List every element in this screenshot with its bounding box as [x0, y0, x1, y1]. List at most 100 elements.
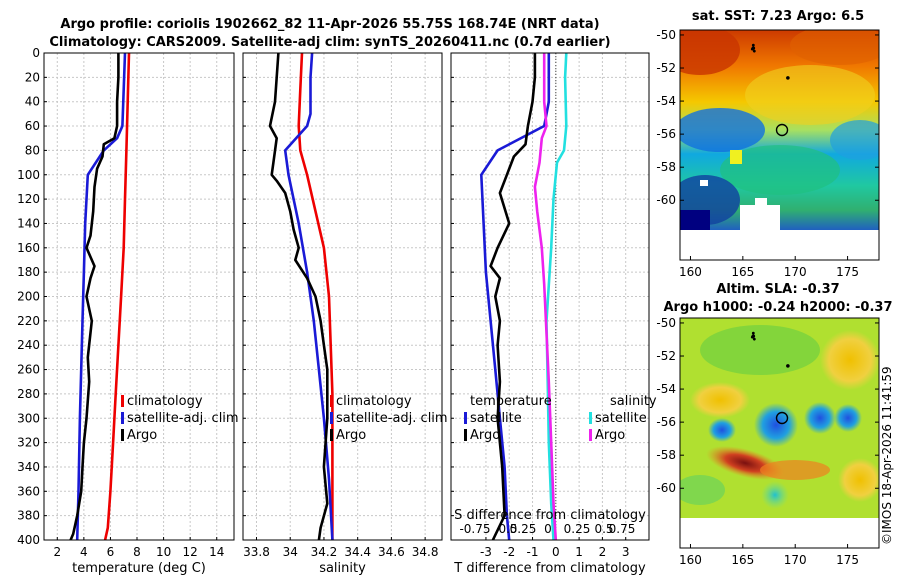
y-tick-label: 300	[17, 411, 40, 425]
map-x-tick-label: 165	[731, 553, 754, 567]
s-axis-label: S difference from climatology	[454, 508, 646, 523]
legend-temp-satellite-swatch	[464, 412, 467, 424]
map-y-tick-label: -54	[656, 94, 676, 108]
legend-item-swatch	[330, 412, 333, 424]
y-tick-label: 380	[17, 509, 40, 523]
x-tick-label: 2	[599, 545, 607, 559]
legend-item-swatch	[121, 395, 124, 407]
map-y-tick-label: -50	[656, 28, 676, 42]
x-tick-label: 34.2	[311, 545, 338, 559]
y-tick-label: 60	[25, 119, 40, 133]
x-tick-label: 14	[209, 545, 224, 559]
sla-low-patch	[708, 418, 736, 442]
track-point	[786, 364, 790, 368]
series-temperature-argo	[489, 53, 537, 541]
y-tick-label: 220	[17, 314, 40, 328]
y-tick-label: 340	[17, 460, 40, 474]
sla-low-patch	[804, 402, 836, 434]
legend-salinity-title: salinity	[610, 394, 657, 409]
x-tick-label: 0	[552, 545, 560, 559]
track-point	[750, 335, 754, 339]
sla-axes: -50 -52 -54 -56 -58 -60 160 165 170 175	[656, 316, 879, 567]
y-tick-label: 160	[17, 241, 40, 255]
y-tick-label: 240	[17, 338, 40, 352]
x-tick-label: -3	[480, 545, 492, 559]
sla-map-title-2: Argo h1000: -0.24 h2000: -0.37	[663, 300, 892, 315]
legend-sal-argo-swatch	[589, 429, 592, 441]
x-axis-label: salinity	[319, 561, 366, 576]
s-tick-label: 0	[544, 522, 552, 536]
y-tick-label: 260	[17, 363, 40, 377]
difference-panel: -3 -2 -1 0 1 2 3 T difference from climatology t…	[450, 52, 657, 576]
legend-item-label: climatology	[336, 394, 412, 409]
sla-low-patch	[834, 404, 862, 432]
map-y-tick-label: -50	[656, 316, 676, 330]
series-argo	[268, 52, 329, 541]
profile-marker	[775, 411, 789, 425]
map-x-tick-label: 175	[836, 553, 859, 567]
map-y-tick-label: -58	[656, 160, 676, 174]
series-satellite-adj-clim	[283, 52, 334, 541]
map-y-tick-label: -56	[656, 127, 676, 141]
s-tick-label: 0.25	[510, 522, 537, 536]
sla-low-patch	[754, 403, 798, 447]
s-tick-label: -0.75	[459, 522, 490, 536]
legend-temp-satellite-label: satellite	[470, 411, 522, 426]
track-point	[750, 47, 754, 51]
s-tick-label: 0.25	[564, 522, 591, 536]
track-point	[786, 76, 790, 80]
legend-item-label: satellite-adj. clim	[336, 411, 448, 426]
sst-cool-patch	[830, 120, 879, 160]
x-axis-label: temperature (deg C)	[72, 561, 206, 576]
sla-green-patch	[680, 475, 725, 505]
sst-gap	[755, 198, 767, 206]
map-y-tick-label: -60	[656, 481, 676, 495]
track-point	[751, 331, 755, 335]
sst-gap	[740, 205, 780, 230]
series-satellite-adj-clim	[75, 52, 127, 541]
profile-marker	[775, 123, 789, 137]
x-tick-label: 4	[80, 545, 88, 559]
timestamp: ©IMOS 18-Apr-2026 11:41:59	[880, 366, 894, 545]
map-y-tick-label: -58	[656, 448, 676, 462]
legend-item-label: Argo	[336, 428, 366, 443]
y-tick-label: 280	[17, 387, 40, 401]
y-tick-label: 120	[17, 192, 40, 206]
y-tick-label: 0	[32, 46, 40, 60]
y-tick-label: 100	[17, 168, 40, 182]
y-tick-label: 40	[25, 95, 40, 109]
map-x-tick-label: 165	[731, 265, 754, 279]
y-tick-label: 140	[17, 216, 40, 230]
legend-item-swatch	[330, 395, 333, 407]
y-tick-label: 360	[17, 484, 40, 498]
map-x-tick-label: 160	[679, 265, 702, 279]
sla-map-frame	[679, 317, 880, 549]
s-tick-label: 0.75	[609, 522, 636, 536]
map-y-tick-label: -52	[656, 61, 676, 75]
x-tick-label: 8	[133, 545, 141, 559]
sst-deep-blue	[680, 210, 710, 230]
sla-map-title-1: Altim. SLA: -0.37	[716, 282, 839, 297]
y-tick-label: 180	[17, 265, 40, 279]
map-x-tick-label: 175	[836, 265, 859, 279]
axes-frame	[43, 52, 235, 541]
sst-nodata	[680, 230, 879, 260]
x-tick-label: 34.4	[344, 545, 371, 559]
legend-temperature-title: temperature	[470, 394, 552, 409]
legend-item-label: satellite-adj. clim	[127, 411, 239, 426]
legend-sal-satellite-label: satellite	[595, 411, 647, 426]
legend-item-swatch	[330, 429, 333, 441]
legend-sal-argo-label: Argo	[595, 428, 625, 443]
salinity-panel: 33.8 34 34.2 34.4 34.6 34.8 salinity climatolog…	[242, 52, 448, 576]
legend-item-label: Argo	[127, 428, 157, 443]
sla-green-patch	[700, 325, 820, 375]
sst-map: sat. SST: 7.23 Argo: 6.5 -50 -52 -54 -56 -58…	[656, 9, 880, 279]
map-x-tick-label: 170	[784, 265, 807, 279]
x-tick-label: 12	[183, 545, 198, 559]
sst-warm-patch	[680, 30, 740, 75]
series-salinity-argo	[533, 53, 558, 541]
y-tick-label: 400	[17, 533, 40, 547]
plot-area	[44, 53, 234, 540]
title-line-2: Climatology: CARS2009. Satellite-adj cli…	[49, 35, 610, 50]
